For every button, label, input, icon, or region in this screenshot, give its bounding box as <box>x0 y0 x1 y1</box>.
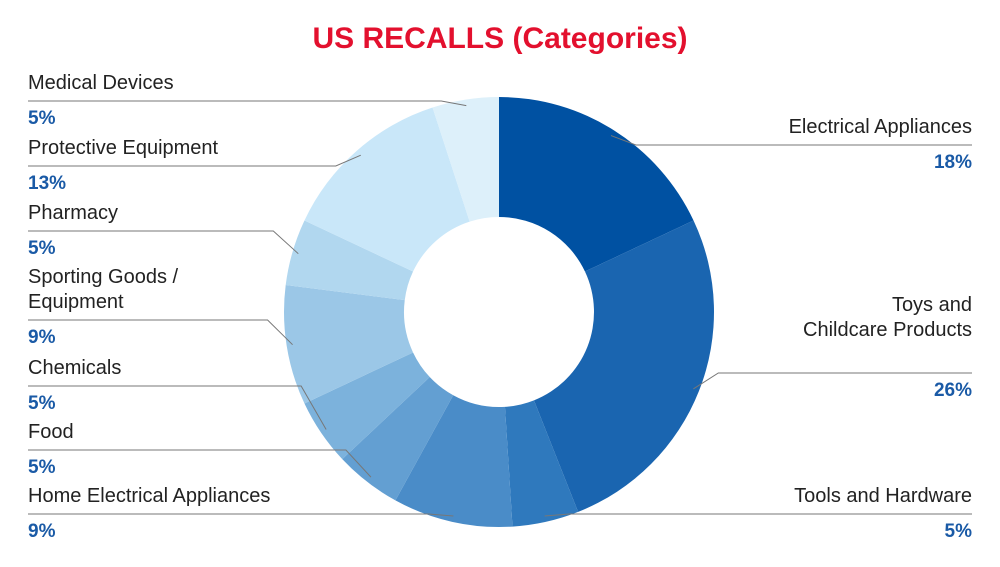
value-label: 5% <box>28 393 56 414</box>
donut-slice <box>284 285 414 404</box>
value-label: 5% <box>28 238 56 259</box>
value-label: 9% <box>28 327 56 348</box>
donut-slice <box>432 97 499 222</box>
donut-slice <box>285 220 414 301</box>
leader-line <box>28 449 372 478</box>
chart-title: US RECALLS (Categories) <box>312 22 688 55</box>
donut-slice <box>342 377 454 501</box>
legend-label: Chemicals <box>28 357 122 379</box>
donut-slice <box>304 107 470 272</box>
leader-line <box>544 513 972 517</box>
value-label: 26% <box>933 380 972 401</box>
legend-label: Medical Devices <box>28 72 174 94</box>
legend-label: Toys and Childcare Products <box>803 294 972 341</box>
donut-slice <box>499 97 694 272</box>
leader-line <box>28 319 293 346</box>
value-label: 5% <box>944 521 972 542</box>
legend-label: Sporting Goods / Equipment <box>28 266 179 313</box>
donut-slice <box>395 395 513 527</box>
legend-label: Protective Equipment <box>28 137 219 159</box>
value-label: 9% <box>28 521 56 542</box>
donut-slice <box>533 220 714 512</box>
leader-line <box>28 385 327 430</box>
value-label: 18% <box>933 152 972 173</box>
leader-line <box>610 135 972 146</box>
leader-line <box>28 230 299 255</box>
value-label: 13% <box>28 173 67 194</box>
legend-label: Home Electrical Appliances <box>28 485 271 507</box>
value-label: 5% <box>28 108 56 129</box>
leader-line <box>28 100 467 107</box>
legend-label: Tools and Hardware <box>794 485 972 507</box>
legend-label: Electrical Appliances <box>788 116 972 138</box>
leader-line <box>28 154 361 167</box>
legend-label: Pharmacy <box>28 202 119 224</box>
leader-line <box>28 513 454 517</box>
value-label: 5% <box>28 457 56 478</box>
donut-slice <box>504 400 579 527</box>
legend-label: Food <box>28 421 74 443</box>
donut-slice <box>304 352 430 460</box>
leader-line <box>693 372 972 390</box>
